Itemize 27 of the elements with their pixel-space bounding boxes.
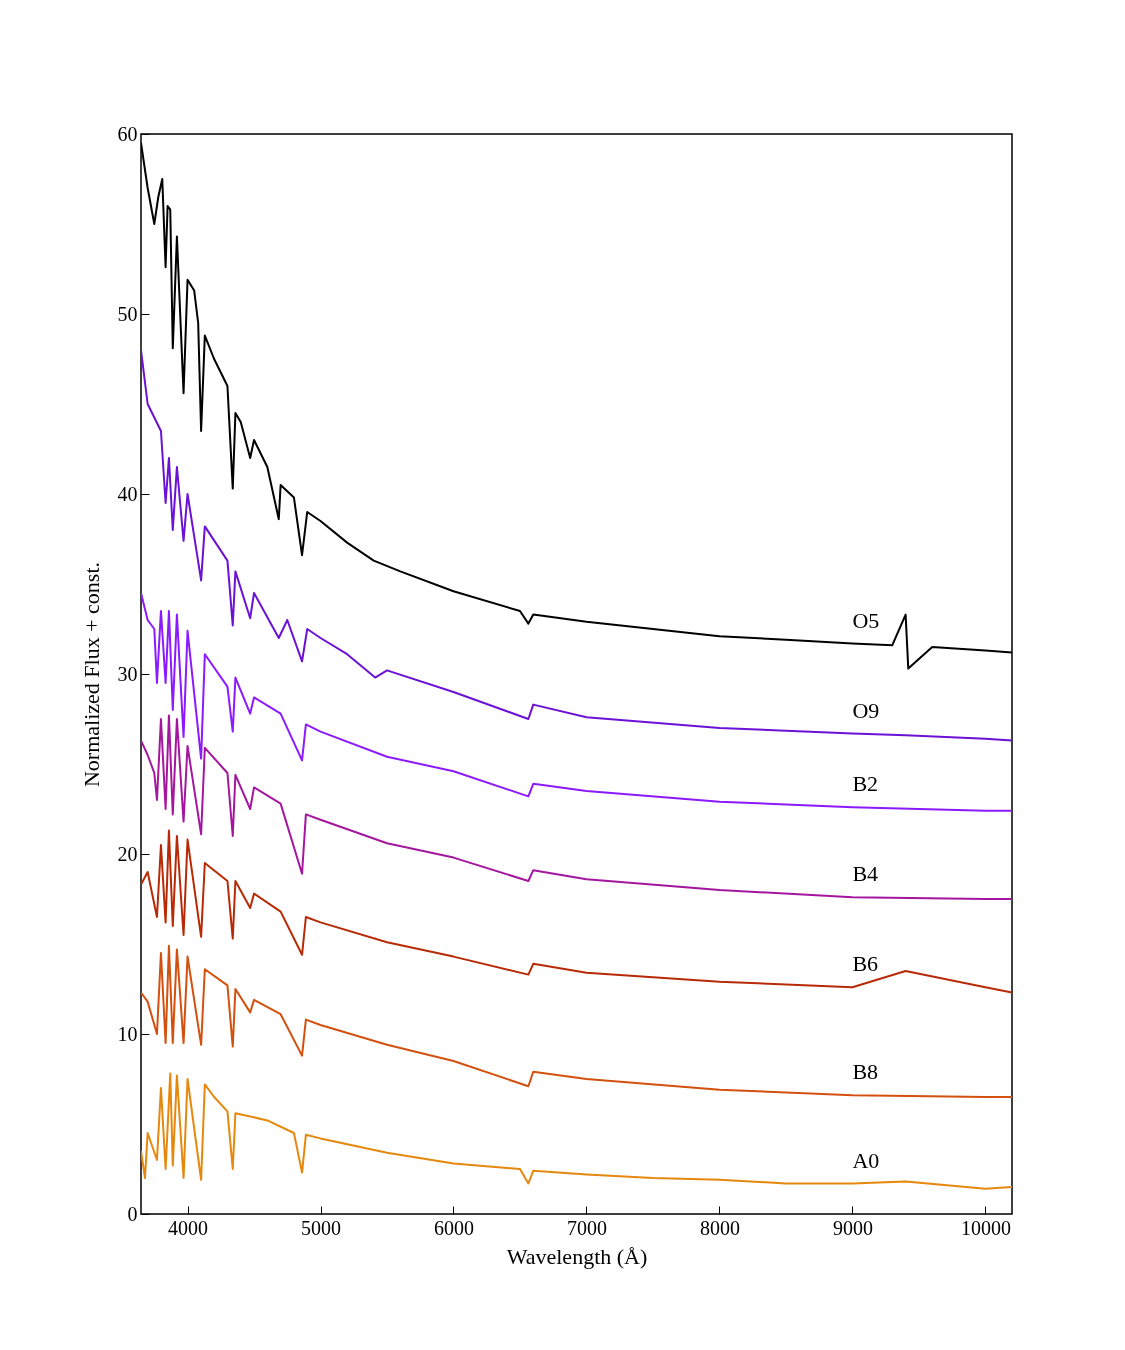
y-tick-label: 60 bbox=[117, 122, 138, 145]
line-series bbox=[141, 592, 1012, 812]
x-tick-label: 5000 bbox=[301, 1216, 342, 1239]
x-tick-label: 10000 bbox=[960, 1216, 1011, 1239]
y-tick-label: 20 bbox=[117, 842, 138, 865]
series-label: O9 bbox=[852, 697, 880, 723]
x-tick-label: 8000 bbox=[699, 1216, 740, 1239]
x-tick-label: 6000 bbox=[434, 1216, 474, 1239]
x-axis-title: Wavelength (Å) bbox=[506, 1243, 648, 1269]
series-label: B2 bbox=[852, 771, 879, 797]
x-tick-label: 9000 bbox=[832, 1216, 873, 1239]
line-series bbox=[141, 349, 1012, 742]
y-tick-label: 0 bbox=[127, 1202, 138, 1225]
series-label: B4 bbox=[852, 861, 879, 887]
series-label: O5 bbox=[852, 607, 880, 633]
line-series bbox=[141, 944, 1012, 1098]
x-tick-label: 7000 bbox=[566, 1216, 607, 1239]
y-tick-label: 30 bbox=[117, 662, 138, 685]
y-axis-title: Normalized Flux + const. bbox=[78, 561, 104, 788]
y-tick-label: 10 bbox=[117, 1022, 138, 1045]
y-tick-label: 50 bbox=[117, 302, 138, 325]
x-tick-label: 4000 bbox=[168, 1216, 209, 1239]
series-label: B8 bbox=[852, 1059, 879, 1085]
series-label: A0 bbox=[852, 1147, 880, 1173]
y-tick-label: 40 bbox=[117, 482, 138, 505]
line-series bbox=[141, 829, 1012, 994]
series-label: B6 bbox=[852, 951, 879, 977]
